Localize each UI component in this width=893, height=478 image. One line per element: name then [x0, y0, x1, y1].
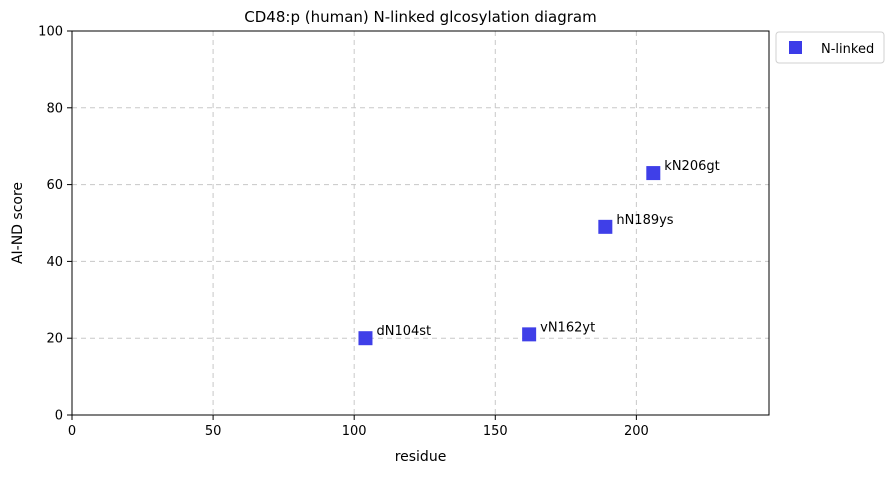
data-point-label: kN206gt [664, 159, 719, 174]
legend: N-linked [775, 31, 885, 64]
y-axis-label: AI-ND score [10, 182, 26, 264]
y-tick-label: 80 [46, 101, 63, 116]
legend-label-n-linked: N-linked [821, 42, 874, 57]
data-point [646, 166, 661, 181]
legend-marker-n-linked [789, 41, 802, 54]
axis-ticks: 0 50 100 150 200 0 20 40 60 80 100 [38, 25, 649, 440]
x-tick-label: 50 [205, 424, 222, 439]
data-point [522, 327, 537, 342]
data-point-label: hN189ys [616, 213, 673, 228]
y-tick-label: 100 [38, 25, 63, 40]
data-point [358, 331, 373, 346]
x-tick-label: 0 [68, 424, 76, 439]
data-point-label: vN162yt [540, 320, 595, 335]
grid-lines [72, 31, 769, 415]
chart-title: CD48:p (human) N-linked glcosylation dia… [244, 8, 596, 26]
data-points: dN104st vN162yt hN189ys kN206gt [358, 159, 720, 346]
y-tick-label: 40 [46, 255, 63, 270]
y-tick-label: 0 [55, 409, 63, 424]
data-point-label: dN104st [376, 324, 431, 339]
x-tick-label: 200 [624, 424, 649, 439]
x-axis-label: residue [395, 449, 447, 465]
plot-area-frame [71, 30, 770, 416]
x-tick-label: 150 [483, 424, 508, 439]
legend-frame [775, 31, 885, 64]
data-point [598, 219, 613, 234]
y-tick-label: 20 [46, 332, 63, 347]
x-tick-label: 100 [342, 424, 367, 439]
y-tick-label: 60 [46, 178, 63, 193]
